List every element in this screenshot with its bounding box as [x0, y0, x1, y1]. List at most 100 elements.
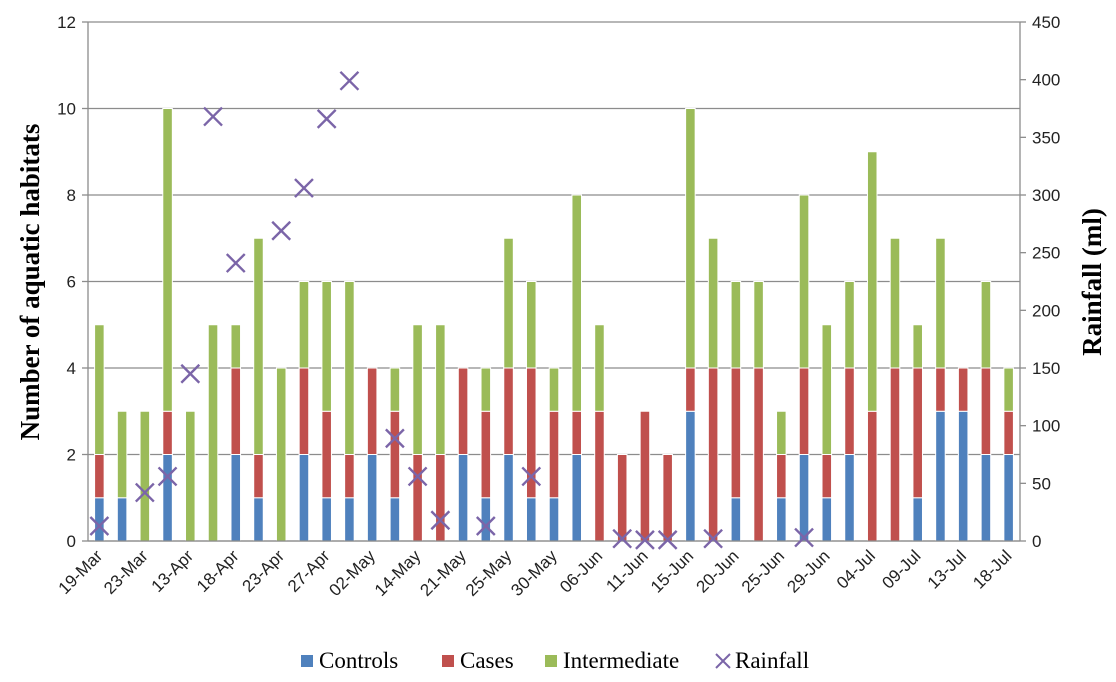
rainfall-point — [134, 482, 155, 503]
x-tick-label: 19-Mar — [55, 546, 107, 598]
rainfall-point — [294, 178, 314, 198]
bar-controls — [844, 454, 855, 542]
y-axis-title: Number of aquatic habitats — [15, 124, 45, 441]
legend-label-cases: Cases — [460, 648, 514, 673]
y2-tick-label: 50 — [1032, 474, 1051, 493]
bar-controls — [821, 497, 833, 542]
bar-cases — [662, 454, 673, 542]
bar-cases — [457, 367, 469, 455]
bar-cases — [321, 410, 332, 499]
x-tick-label: 02-May — [325, 546, 379, 600]
y2-tick-label: 0 — [1032, 532, 1041, 551]
legend: Controls Cases Intermediate Rainfall — [301, 648, 809, 673]
bar-cases — [389, 410, 401, 499]
bar-intermediate — [594, 324, 605, 412]
bar-intermediate — [776, 410, 787, 455]
rainfall-point — [385, 428, 405, 449]
y2-tick-label: 400 — [1032, 71, 1060, 90]
y-tick-label: 6 — [67, 273, 76, 292]
bar-intermediate — [503, 237, 514, 369]
y2-tick-label: 300 — [1032, 186, 1060, 205]
bar-controls — [980, 454, 992, 542]
y2-tick-label: 200 — [1032, 301, 1060, 320]
y2-tick-label: 250 — [1032, 244, 1060, 263]
legend-label-controls: Controls — [319, 648, 398, 673]
bar-controls — [253, 497, 264, 542]
bar-cases — [298, 367, 310, 455]
bar-intermediate — [935, 237, 946, 369]
rainfall-point — [407, 466, 428, 487]
rainfall-markers — [89, 70, 814, 550]
x-tick-label: 30-May — [507, 546, 561, 600]
bar-controls — [935, 410, 946, 542]
bar-cases — [594, 410, 605, 542]
bar-intermediate — [1003, 367, 1014, 412]
bar-intermediate — [230, 324, 242, 369]
rainfall-point — [635, 529, 655, 550]
bar-controls — [798, 454, 810, 542]
rainfall-point — [89, 516, 110, 536]
bar-cases — [435, 454, 446, 542]
bar-intermediate — [185, 410, 196, 542]
y2-tick-label: 100 — [1032, 417, 1060, 436]
x-tick-label: 09-Jul — [878, 546, 924, 592]
bar-cases — [344, 454, 355, 499]
bar-cases — [821, 454, 833, 499]
bar-cases — [957, 367, 969, 412]
rainfall-point — [316, 109, 337, 129]
bar-controls — [503, 454, 514, 542]
x-tick-label: 25-May — [462, 546, 516, 600]
bar-controls — [1003, 454, 1014, 542]
x-tick-label: 11-Jun — [602, 546, 651, 595]
bar-cases — [707, 367, 719, 542]
y-tick-label: 2 — [67, 446, 76, 465]
x-tick-label: 15-Jun — [647, 546, 697, 596]
bar-intermediate — [116, 410, 128, 499]
bar-intermediate — [912, 324, 923, 369]
bar-cases — [912, 367, 923, 499]
bar-intermediate — [344, 281, 355, 455]
bar-cases — [162, 410, 173, 455]
bar-controls — [298, 454, 310, 542]
y2-tick-label: 150 — [1032, 359, 1060, 378]
bar-intermediate — [94, 324, 105, 455]
bar-intermediate — [889, 237, 901, 369]
y2-tick-label: 450 — [1032, 13, 1060, 32]
x-tick-label: 25-Jun — [738, 546, 788, 596]
bar-cases — [753, 367, 764, 542]
bar-cases — [616, 454, 628, 542]
bar-controls — [321, 497, 332, 542]
bar-intermediate — [139, 410, 151, 542]
bar-intermediate — [685, 108, 696, 369]
bar-intermediate — [707, 237, 719, 369]
bar-intermediate — [480, 367, 492, 412]
y-tick-label: 12 — [57, 13, 76, 32]
bar-controls — [94, 497, 105, 542]
x-tick-label: 21-May — [416, 546, 470, 600]
bar-intermediate — [844, 281, 855, 369]
bar-cases — [685, 367, 696, 412]
rainfall-point — [657, 529, 678, 550]
bar-controls — [525, 497, 537, 542]
bar-controls — [548, 497, 560, 542]
bar-cases — [798, 367, 810, 455]
bar-cases — [571, 410, 583, 455]
bar-cases — [1003, 410, 1014, 455]
legend-label-intermediate: Intermediate — [563, 648, 679, 673]
x-tick-label: 18-Jul — [969, 546, 1015, 592]
bar-controls — [162, 454, 173, 542]
legend-swatch-rainfall — [715, 653, 731, 669]
bar-intermediate — [525, 281, 537, 369]
bar-intermediate — [730, 281, 742, 369]
y-tick-label: 8 — [67, 186, 76, 205]
bar-controls — [116, 497, 128, 542]
x-tick-label: 13-Jul — [924, 546, 970, 592]
bar-intermediate — [753, 281, 764, 369]
bar-cases — [980, 367, 992, 455]
bar-intermediate — [389, 367, 401, 412]
x-tick-label: 14-May — [371, 546, 425, 600]
bar-cases — [889, 367, 901, 542]
bar-intermediate — [821, 324, 833, 455]
axes — [82, 21, 1026, 542]
